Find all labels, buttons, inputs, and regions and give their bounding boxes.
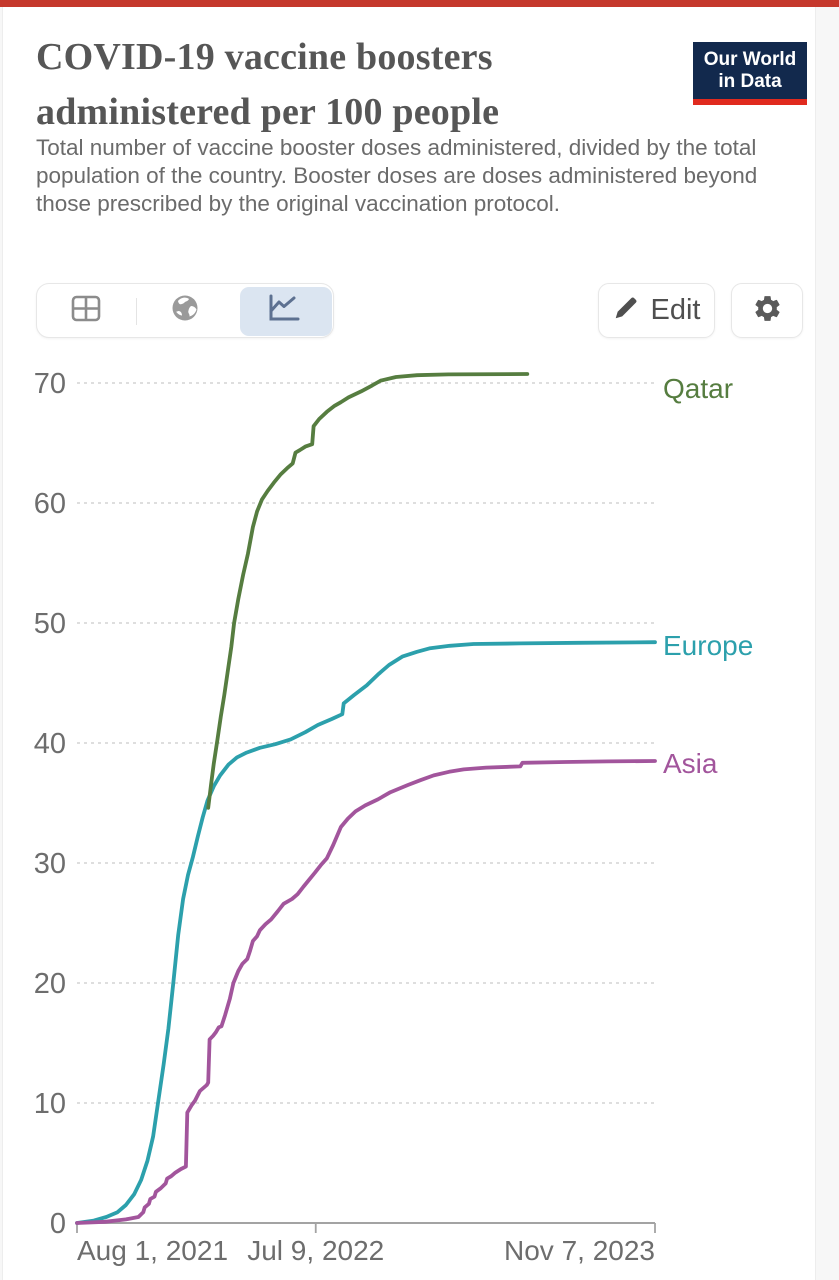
owid-logo-accent — [693, 99, 807, 105]
line-chart-icon — [268, 294, 300, 327]
owid-logo-box: Our World in Data — [693, 42, 807, 99]
page-title: COVID-19 vaccine boosters administered p… — [36, 30, 676, 140]
owid-logo-line2: in Data — [718, 70, 782, 92]
view-switcher-divider — [136, 298, 137, 325]
table-icon — [71, 295, 101, 327]
tab-chart-view[interactable] — [234, 284, 333, 337]
tab-table-view[interactable] — [37, 284, 136, 337]
gear-icon — [752, 293, 783, 329]
tab-map-view[interactable] — [136, 284, 235, 337]
pencil-icon — [613, 295, 639, 326]
page-subtitle: Total number of vaccine booster doses ad… — [36, 135, 758, 216]
page-title-line1: COVID-19 vaccine boosters — [36, 36, 493, 78]
edit-button[interactable]: Edit — [598, 283, 715, 338]
settings-button[interactable] — [731, 283, 803, 338]
active-view-highlight — [240, 287, 332, 336]
owid-logo-line1: Our World — [703, 48, 797, 70]
top-accent-bar — [0, 0, 839, 7]
view-switcher — [36, 283, 334, 338]
globe-icon — [170, 293, 200, 328]
page-title-line2: administered per 100 people — [36, 91, 500, 133]
owid-logo: Our World in Data — [693, 42, 807, 105]
edit-button-label: Edit — [650, 294, 701, 326]
